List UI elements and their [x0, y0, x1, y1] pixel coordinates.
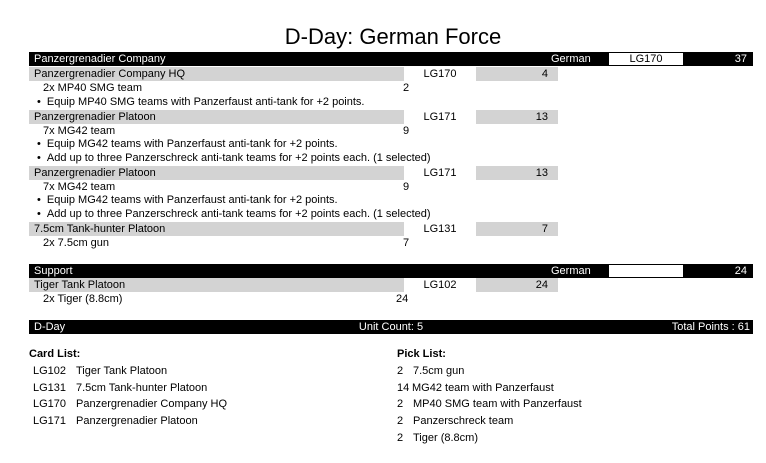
- card-name: Panzergrenadier Company HQ: [76, 398, 228, 410]
- unit-item-points: 9: [403, 181, 410, 193]
- unit-item: 2x 7.5cm gun: [43, 237, 110, 249]
- pick-name: 7.5cm gun: [413, 365, 465, 377]
- unit-card: LG171: [404, 110, 476, 124]
- unit-option: Add up to three Panzerschreck anti-tank …: [37, 152, 431, 165]
- card-name: Panzergrenadier Platoon: [76, 415, 198, 427]
- unit-item: 7x MG42 team: [43, 181, 116, 193]
- unit-option: Add up to three Panzerschreck anti-tank …: [37, 208, 431, 221]
- pick-name: MG42 team with Panzerfaust: [412, 382, 554, 394]
- unit-card: LG170: [404, 67, 476, 81]
- unit-points: 24: [535, 279, 548, 291]
- unit-row: 7.5cm Tank-hunter Platoon LG131 7: [29, 222, 558, 236]
- section-nation: German: [551, 265, 591, 277]
- pick-qty: 2: [397, 398, 404, 410]
- unit-name: Panzergrenadier Company HQ: [34, 68, 186, 80]
- unit-option: Equip MP40 SMG teams with Panzerfaust an…: [37, 96, 365, 109]
- pick-qty: 2: [397, 365, 404, 377]
- unit-points: 13: [535, 167, 548, 179]
- pick-qty: 2: [397, 432, 404, 444]
- unit-points: 4: [541, 68, 548, 80]
- unit-option: Equip MG42 teams with Panzerfaust anti-t…: [37, 194, 338, 207]
- unit-row: Tiger Tank Platoon LG102 24: [29, 278, 558, 292]
- card-code: LG131: [33, 382, 67, 394]
- unit-card: LG102: [404, 278, 476, 292]
- section-card: [609, 265, 683, 277]
- section-name: Support: [34, 265, 73, 277]
- card-code: LG102: [33, 365, 67, 377]
- total-points: Total Points : 61: [671, 321, 750, 333]
- card-list-heading: Card List:: [29, 348, 81, 360]
- unit-name: 7.5cm Tank-hunter Platoon: [34, 223, 166, 235]
- section-nation: German: [551, 53, 591, 65]
- unit-item: 2x Tiger (8.8cm): [43, 293, 123, 305]
- pick-name: Panzerschreck team: [413, 415, 514, 427]
- section-points: 24: [734, 265, 747, 277]
- card-code: LG171: [33, 415, 67, 427]
- unit-points: 13: [535, 111, 548, 123]
- pick-name: MP40 SMG team with Panzerfaust: [413, 398, 582, 410]
- unit-card: LG171: [404, 166, 476, 180]
- unit-name: Tiger Tank Platoon: [34, 279, 126, 291]
- footer-name: D-Day: [34, 321, 66, 333]
- card-name: 7.5cm Tank-hunter Platoon: [76, 382, 208, 394]
- unit-row: Panzergrenadier Platoon LG171 13: [29, 110, 558, 124]
- unit-count: Unit Count: 5: [358, 321, 424, 333]
- section-header: Support German 24: [29, 264, 753, 278]
- pick-qty: 2: [397, 415, 404, 427]
- pick-list-heading: Pick List:: [397, 348, 446, 360]
- unit-option: Equip MG42 teams with Panzerfaust anti-t…: [37, 138, 338, 151]
- unit-item-points: 2: [403, 82, 410, 94]
- unit-points: 7: [541, 223, 548, 235]
- footer-bar: D-Day Unit Count: 5 Total Points : 61: [29, 320, 753, 334]
- unit-item-points: 24: [396, 293, 409, 305]
- pick-qty: 14: [397, 382, 410, 394]
- unit-card: LG131: [404, 222, 476, 236]
- unit-row: Panzergrenadier Platoon LG171 13: [29, 166, 558, 180]
- unit-item: 7x MG42 team: [43, 125, 116, 137]
- card-name: Tiger Tank Platoon: [76, 365, 168, 377]
- section-card: LG170: [609, 53, 683, 65]
- section-points: 37: [734, 53, 747, 65]
- pick-name: Tiger (8.8cm): [413, 432, 478, 444]
- unit-item-points: 9: [403, 125, 410, 137]
- page-title: D-Day: German Force: [284, 24, 502, 49]
- unit-item: 2x MP40 SMG team: [43, 82, 143, 94]
- card-code: LG170: [33, 398, 67, 410]
- unit-row: Panzergrenadier Company HQ LG170 4: [29, 67, 558, 81]
- section-name: Panzergrenadier Company: [34, 53, 166, 65]
- section-header: Panzergrenadier Company German LG170 37: [29, 52, 753, 66]
- unit-name: Panzergrenadier Platoon: [34, 167, 156, 179]
- unit-name: Panzergrenadier Platoon: [34, 111, 156, 123]
- unit-item-points: 7: [403, 237, 410, 249]
